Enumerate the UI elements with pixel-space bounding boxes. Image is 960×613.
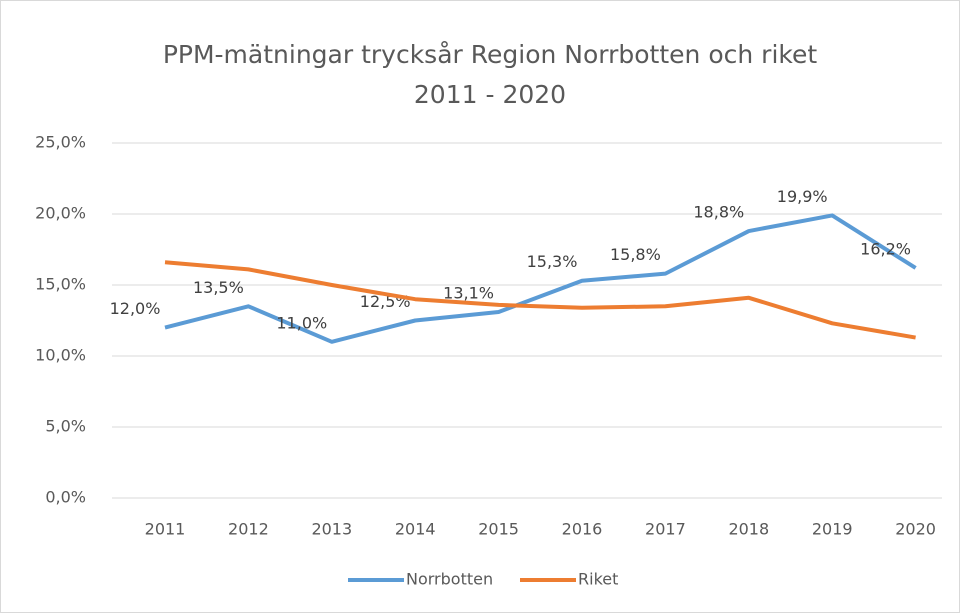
x-tick-label: 2012 [228,520,269,539]
x-tick-label: 2017 [645,520,686,539]
x-tick-label: 2013 [311,520,352,539]
x-tick-label: 2016 [562,520,603,539]
y-tick-label: 25,0% [35,133,86,152]
data-label: 13,1% [443,283,494,302]
data-label: 18,8% [693,203,744,222]
data-label: 19,9% [777,187,828,206]
x-tick-label: 2011 [145,520,186,539]
y-tick-label: 20,0% [35,204,86,223]
data-label: 11,0% [276,313,327,332]
chart-subtitle: 2011 - 2020 [414,80,566,109]
legend-label: Norrbotten [406,570,493,589]
y-tick-label: 10,0% [35,346,86,365]
series-line [164,260,916,340]
x-tick-label: 2015 [478,520,519,539]
x-tick-label: 2014 [395,520,436,539]
series-line [164,213,917,344]
data-label: 12,0% [110,299,161,318]
data-label: 15,3% [527,252,578,271]
y-tick-label: 5,0% [45,417,86,436]
chart-title: PPM-mätningar trycksår Region Norrbotten… [163,40,818,69]
y-tick-label: 0,0% [45,488,86,507]
y-tick-label: 15,0% [35,275,86,294]
x-tick-label: 2020 [895,520,936,539]
data-label: 13,5% [193,278,244,297]
data-label: 15,8% [610,245,661,264]
legend-label: Riket [578,570,618,589]
x-tick-label: 2018 [728,520,769,539]
x-tick-label: 2019 [812,520,853,539]
data-label: 16,2% [860,239,911,258]
